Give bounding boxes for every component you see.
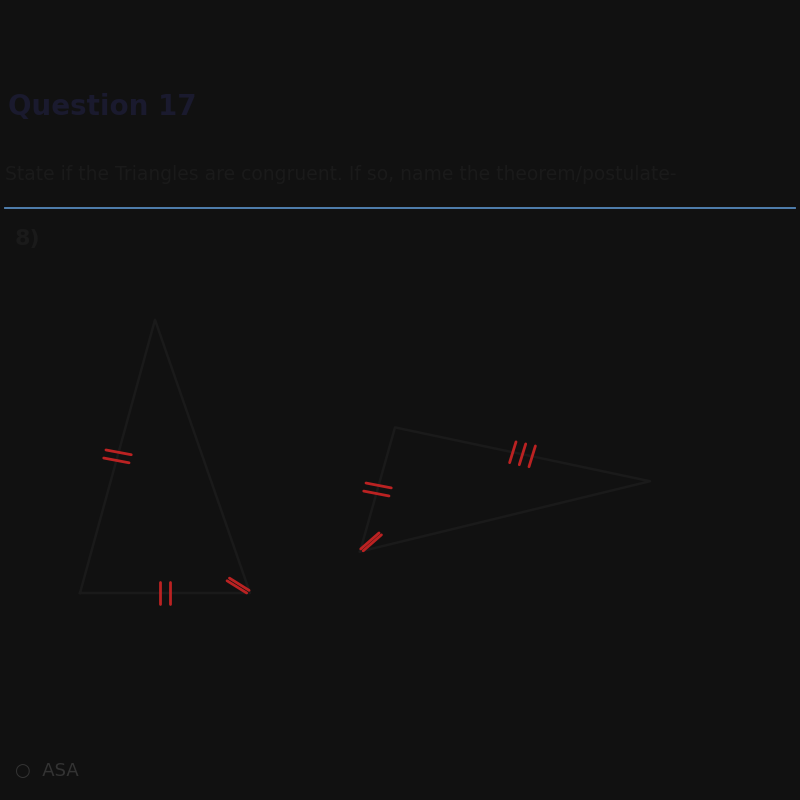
- Text: Question 17: Question 17: [8, 93, 197, 121]
- Text: 8): 8): [15, 229, 41, 249]
- Text: ○  ASA: ○ ASA: [15, 762, 78, 780]
- Text: State if the Triangles are congruent. If so, name the theorem/postulate-: State if the Triangles are congruent. If…: [5, 166, 677, 184]
